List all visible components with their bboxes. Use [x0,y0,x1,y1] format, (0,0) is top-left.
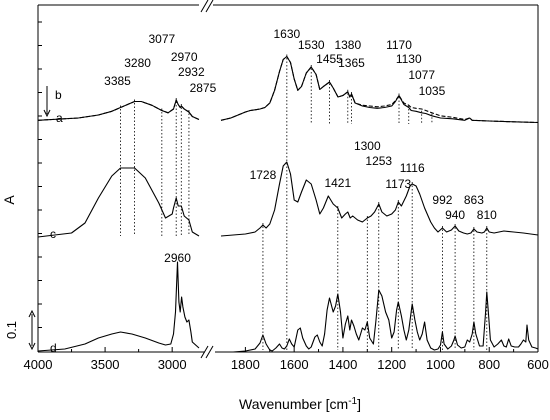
peak-label-2970: 2970 [171,50,198,64]
peak-label-2875: 2875 [190,81,217,95]
peak-label-3280: 3280 [124,56,151,70]
trace-labels: ab c d [43,86,63,355]
x-tick-label: 1600 [280,357,309,372]
x-tick-label: 1400 [328,357,357,372]
peak-label-1455: 1455 [316,52,343,66]
peak-label-1365: 1365 [338,56,365,70]
peak-label-863: 863 [464,193,484,207]
x-axis-ticks: 4000 3500 3000 1800 1600 1400 1200 1000 800 600 [24,347,549,372]
peak-label-1130: 1130 [396,52,422,66]
axis-break-mark-bottom [205,345,214,359]
peak-label-940: 940 [445,208,465,222]
peak-label-810: 810 [477,208,497,222]
x-tick-label: 600 [527,357,549,372]
ab-arrow-head [43,109,51,118]
scale-bar-arrow-down [28,342,36,351]
peak-label-1035: 1035 [419,84,446,98]
scale-bar-arrow-up [28,309,36,318]
peak-label-1728: 1728 [250,168,277,182]
trace-label-a: a [56,111,63,125]
trace-d-left [37,261,200,352]
x-tick-label: 3500 [91,357,120,372]
x-tick-label: 3000 [158,357,187,372]
peak-label-2932: 2932 [178,65,205,79]
peak-label-1077: 1077 [408,68,435,82]
trace-c-left [37,167,200,238]
plot-frame [28,0,539,359]
trace-label-d: d [50,341,57,355]
x-tick-label: 1200 [377,357,406,372]
peak-label-1630: 1630 [273,27,300,41]
x-axis-title: Wavenumber [cm-1] [239,396,361,413]
peak-label-1170: 1170 [386,38,412,52]
peak-label-992: 992 [432,193,452,207]
peak-label-1253: 1253 [365,154,392,168]
trace-a-right [220,55,539,124]
ab-arrow-label-b: b [55,88,62,102]
peak-leader-lines [120,54,488,350]
peak-label-2960: 2960 [164,251,191,265]
axis-break-mark-top [200,0,209,13]
trace-b-right [220,55,539,124]
peak-label-1173: 1173 [385,177,411,191]
peak-label-1380: 1380 [334,38,361,52]
x-tick-label: 800 [478,357,500,372]
axis-break-mark-bottom [200,345,209,359]
x-tick-label: 4000 [24,357,53,372]
peak-label-1530: 1530 [298,38,325,52]
x-tick-label: 1000 [426,357,455,372]
peak-label-1116: 1116 [400,161,425,175]
peak-label-1421: 1421 [324,176,351,190]
trace-b-left [37,99,200,121]
scale-bar-label: 0.1 [4,321,19,339]
peak-label-3077: 3077 [148,32,175,46]
trace-c-right [220,161,539,237]
peak-label-3385: 3385 [104,74,131,88]
trace-d-right [221,289,539,353]
peak-label-1300: 1300 [354,139,381,153]
x-tick-label: 1800 [231,357,260,372]
axis-break-mark-top [205,0,214,13]
trace-label-c: c [50,227,56,241]
y-axis-title: A [1,195,17,205]
spectra-traces [37,55,539,353]
